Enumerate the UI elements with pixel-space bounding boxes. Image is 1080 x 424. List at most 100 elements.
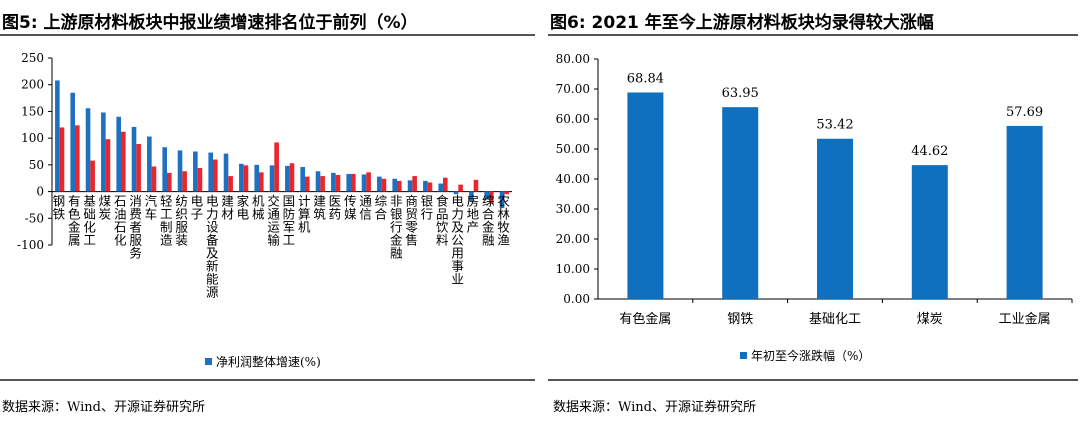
right-y-tick-label: 30.00 [556,202,590,216]
left-category-label-char: 品 [436,207,449,222]
left-category-label-char: 纺 [175,194,188,209]
left-category-label-char: 食 [436,194,449,209]
left-category-label-char: 药 [329,207,342,222]
left-category-label-char: 费 [129,207,142,222]
left-y-tick-label: 150 [21,104,44,118]
left-category-label-char: 通 [359,194,372,209]
right-y-tick-label: 0.00 [563,292,590,306]
left-category-label-char: 行 [390,220,403,235]
left-category-label-char: 机 [298,220,311,235]
left-category-label-char: 合 [375,207,388,222]
left-bar-blue [300,166,305,192]
left-category-label-char: 公 [451,233,464,248]
left-bar-blue [423,180,428,192]
left-category-label-char: 有 [68,194,81,209]
left-category-label-char: 非 [390,194,403,209]
left-category-label-char: 地 [467,207,480,222]
left-legend-label: 净利润整体增速(%) [216,354,321,369]
left-bar-blue [177,150,183,192]
left-category-label-char: 及 [206,246,219,261]
left-category-label-char: 力 [451,207,464,222]
left-category-label-char: 综 [482,194,495,209]
right-y-tick-label: 20.00 [556,232,590,246]
left-bar-blue [392,178,397,192]
left-category-label-char: 石 [114,220,127,235]
left-y-tick-label: 0 [36,185,44,199]
left-bar-blue [484,191,489,200]
left-category-label-char: 农 [497,194,510,209]
left-category-label-char: 制 [160,220,173,235]
left-category-label-char: 融 [482,233,495,248]
left-y-tick-label: 50 [29,158,44,172]
left-bar-blue [162,147,167,192]
left-bar-blue [208,152,213,192]
left-bar-red [289,163,295,192]
left-category-label-char: 械 [252,207,265,222]
left-bar-blue [377,176,382,192]
left-bar-blue [116,116,121,192]
left-category-label-char: 车 [145,207,158,222]
left-category-label-char: 家 [237,194,250,209]
left-category-label-char: 算 [298,207,311,222]
left-category-label-char: 银 [390,207,403,222]
left-category-label-char: 服 [129,233,142,248]
left-bar-red [504,191,509,195]
left-category-label-char: 汽 [145,194,158,209]
left-bar-red [167,172,172,192]
left-bar-red [473,179,479,192]
left-bar-red [305,176,310,192]
right-legend-label: 年初至今涨跌幅（%） [751,348,870,363]
right-bar [911,165,948,299]
left-category-label-char: 设 [206,220,219,235]
left-category-label-char: 备 [206,233,219,248]
right-value-label: 57.69 [1006,105,1043,120]
right-y-tick-label: 60.00 [556,112,590,126]
left-category-label-char: 林 [497,207,510,222]
left-category-label-char: 料 [436,233,449,248]
left-bar-red [489,191,494,204]
left-category-label-char: 钢 [53,194,66,209]
left-bar-red [397,180,402,192]
left-source-note: 数据来源：Wind、开源证券研究所 [2,400,205,415]
left-bar-red [351,173,356,192]
left-bar-blue [361,174,367,192]
right-legend-swatch [740,352,747,359]
left-category-label-char: 产 [467,220,480,235]
left-category-label-char: 综 [375,194,388,209]
left-bar-blue [101,112,106,192]
left-y-tick-label: 250 [21,51,44,65]
left-category-label-char: 服 [175,220,188,235]
left-category-label-char: 工 [283,233,296,248]
left-category-label-char: 渔 [497,233,510,248]
left-bar-red [243,165,249,192]
left-bar-blue [269,165,275,192]
left-bar-blue [499,191,505,209]
left-category-label-char: 零 [405,220,418,235]
left-bar-red [274,142,279,192]
left-category-label-char: 消 [129,194,142,209]
left-category-label-char: 交 [267,194,280,209]
left-category-label-char: 炭 [99,207,112,222]
left-bar-red [443,177,448,192]
right-bar [722,107,759,300]
left-category-label-char: 力 [206,207,219,222]
left-y-tick-label: 200 [21,78,44,92]
left-category-label-char: 军 [283,220,296,235]
left-category-label-char: 工 [160,207,173,222]
left-category-label-char: 基 [83,194,96,209]
left-category-label-char: 子 [191,207,204,222]
left-category-label-char: 房 [467,194,480,209]
left-bar-red [427,182,433,192]
left-bar-red [151,166,157,192]
left-category-label-char: 贸 [405,207,418,222]
left-category-label-char: 输 [267,233,280,248]
left-bar-red [59,127,65,192]
left-bar-red [366,172,371,192]
left-y-tick-label: -100 [17,238,44,252]
right-category-label: 煤炭 [917,312,943,327]
left-category-label-char: 商 [405,194,418,209]
left-category-label-char: 务 [129,246,142,261]
left-category-label-char: 筑 [313,207,326,222]
left-category-label-char: 金 [482,220,495,235]
left-category-label-char: 计 [298,194,311,209]
